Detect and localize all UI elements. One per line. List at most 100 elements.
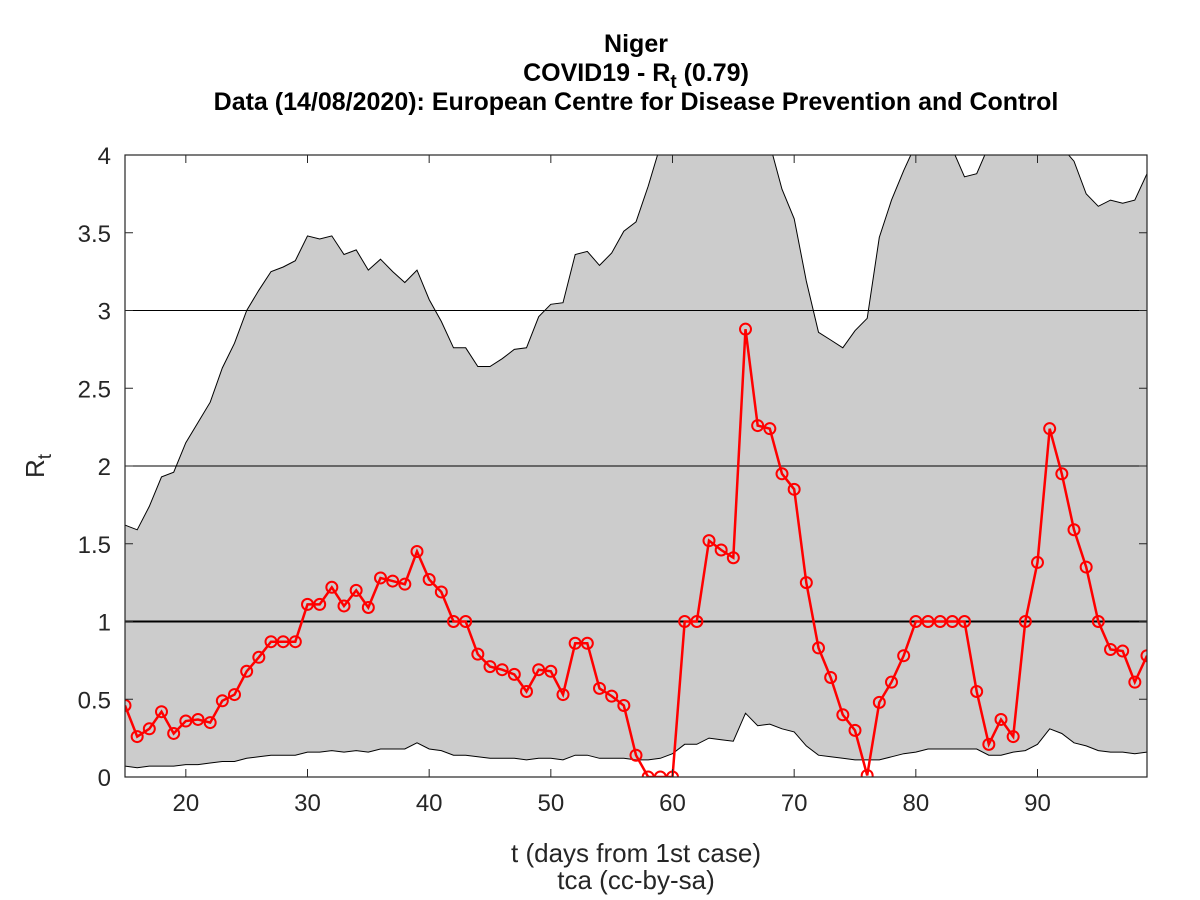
data-point-day-15 xyxy=(125,698,132,712)
data-point-day-87 xyxy=(994,712,1008,726)
data-point-day-84 xyxy=(958,615,971,628)
data-point-day-96 xyxy=(1104,642,1117,656)
y-tick-label-3.5: 3.5 xyxy=(78,221,111,248)
data-point-day-19 xyxy=(167,726,181,740)
y-axis: 0 0.5 1 1.5 2 2.5 3 3.5 4 xyxy=(78,143,1147,792)
data-point-day-52 xyxy=(568,636,582,650)
data-point-day-89 xyxy=(1018,615,1032,628)
data-point-day-28 xyxy=(276,635,290,649)
data-point-day-88 xyxy=(1006,730,1020,744)
data-point-day-53 xyxy=(580,636,594,650)
data-point-day-64 xyxy=(714,543,728,557)
data-point-day-61 xyxy=(678,615,692,628)
data-point-day-69 xyxy=(775,467,789,481)
data-point-day-79 xyxy=(897,649,911,663)
data-point-day-93 xyxy=(1067,523,1081,537)
data-point-day-56 xyxy=(617,698,631,712)
chart-title-line2-suffix: (0.79) xyxy=(677,59,749,87)
data-point-day-66 xyxy=(739,322,752,336)
confidence-band-upper-edge xyxy=(125,155,1147,531)
data-point-day-77 xyxy=(872,695,886,709)
data-point-day-40 xyxy=(422,573,436,587)
data-point-day-34 xyxy=(349,583,363,597)
data-point-day-43 xyxy=(459,615,473,628)
data-point-day-71 xyxy=(799,576,813,590)
y-axis-label-main: R xyxy=(20,459,50,478)
x-axis: 20 30 40 50 60 70 80 90 xyxy=(172,155,1051,817)
credit-label: tca (cc-by-sa) xyxy=(557,865,714,895)
data-point-day-99 xyxy=(1140,649,1147,663)
data-point-day-17 xyxy=(142,722,156,736)
series-line-rt xyxy=(125,329,1147,777)
data-point-day-45 xyxy=(483,660,497,674)
series-points xyxy=(125,322,1147,777)
y-tick-label-1: 1 xyxy=(98,610,111,637)
data-point-day-65 xyxy=(726,551,740,565)
chart-title-line2-prefix: COVID19 - R xyxy=(523,59,670,87)
data-point-day-63 xyxy=(702,534,716,548)
data-point-day-80 xyxy=(909,615,923,628)
data-point-day-62 xyxy=(690,615,704,628)
data-point-day-23 xyxy=(215,694,229,708)
x-tick-label-50: 50 xyxy=(537,790,564,817)
data-point-day-95 xyxy=(1091,615,1105,628)
data-point-day-46 xyxy=(495,663,509,677)
x-tick-label-70: 70 xyxy=(781,790,808,817)
data-point-day-41 xyxy=(434,585,448,599)
data-point-day-47 xyxy=(507,667,521,681)
data-point-day-39 xyxy=(410,545,424,559)
data-point-day-24 xyxy=(228,688,241,702)
gridlines xyxy=(125,310,1147,467)
data-point-day-21 xyxy=(191,712,205,726)
data-point-day-58 xyxy=(641,770,655,777)
chart-title-line3: Data (14/08/2020): European Centre for D… xyxy=(214,88,1059,116)
data-point-day-94 xyxy=(1079,560,1093,574)
data-point-day-26 xyxy=(252,650,266,664)
data-point-day-55 xyxy=(605,689,619,703)
data-point-day-31 xyxy=(313,597,327,611)
data-point-day-22 xyxy=(203,716,217,730)
x-tick-label-30: 30 xyxy=(294,790,321,817)
data-point-day-90 xyxy=(1031,555,1044,569)
data-point-day-73 xyxy=(824,670,838,684)
data-point-day-42 xyxy=(447,615,460,628)
data-point-day-98 xyxy=(1128,675,1142,689)
y-tick-label-0: 0 xyxy=(98,765,111,792)
x-tick-label-40: 40 xyxy=(416,790,443,817)
data-point-day-38 xyxy=(398,577,412,591)
data-point-day-54 xyxy=(593,681,606,695)
data-point-day-81 xyxy=(921,615,935,628)
data-point-day-59 xyxy=(653,770,667,777)
data-point-day-92 xyxy=(1055,467,1069,481)
data-point-day-74 xyxy=(836,708,850,722)
x-axis-label: t (days from 1st case) xyxy=(511,838,761,868)
data-point-day-20 xyxy=(179,714,193,728)
data-point-day-36 xyxy=(374,571,387,585)
data-point-day-48 xyxy=(520,684,533,698)
chart-title-line2: COVID19 - Rt (0.79) xyxy=(523,59,749,93)
data-point-day-18 xyxy=(155,705,168,719)
data-point-day-72 xyxy=(812,641,825,655)
data-point-day-83 xyxy=(945,615,959,628)
data-point-day-57 xyxy=(629,748,643,762)
y-tick-label-0.5: 0.5 xyxy=(78,687,111,714)
data-point-day-30 xyxy=(301,597,314,611)
data-point-day-49 xyxy=(532,663,546,677)
data-point-day-44 xyxy=(471,647,485,661)
y-tick-label-3: 3 xyxy=(98,299,111,326)
y-tick-label-2.5: 2.5 xyxy=(78,376,111,403)
data-point-day-97 xyxy=(1116,644,1130,658)
x-tick-label-80: 80 xyxy=(902,790,929,817)
chart-title-line1: Niger xyxy=(604,30,668,58)
data-point-day-27 xyxy=(264,635,278,649)
data-point-day-78 xyxy=(885,675,898,689)
y-tick-label-2: 2 xyxy=(98,454,111,481)
data-point-day-86 xyxy=(982,737,996,751)
data-point-day-32 xyxy=(325,580,339,594)
data-point-day-70 xyxy=(787,482,801,496)
data-point-day-51 xyxy=(556,688,570,702)
data-point-day-37 xyxy=(386,574,400,588)
y-axis-label: Rt xyxy=(20,453,56,478)
data-point-day-33 xyxy=(337,599,351,613)
